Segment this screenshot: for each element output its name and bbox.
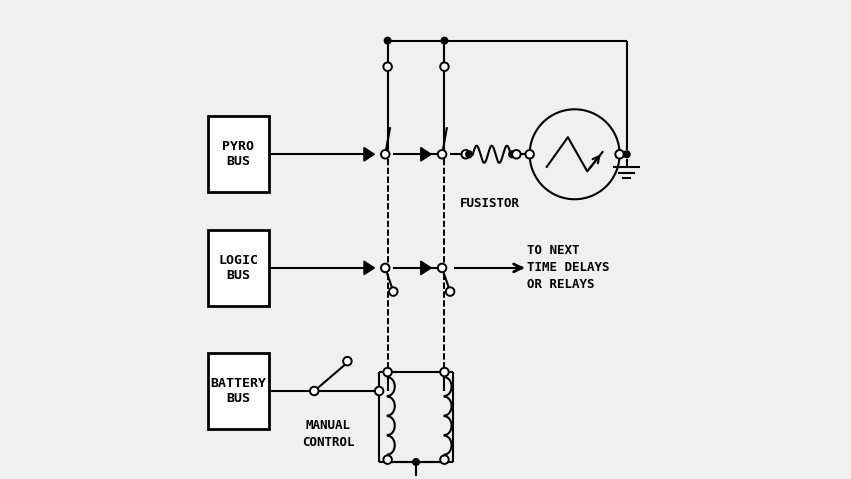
Circle shape	[525, 150, 534, 159]
Text: BATTERY
BUS: BATTERY BUS	[210, 377, 266, 405]
Circle shape	[446, 287, 454, 296]
Circle shape	[509, 151, 516, 158]
Circle shape	[381, 263, 390, 272]
Circle shape	[413, 459, 420, 465]
Circle shape	[383, 368, 391, 376]
Text: TO NEXT
TIME DELAYS
OR RELAYS: TO NEXT TIME DELAYS OR RELAYS	[528, 244, 610, 291]
Circle shape	[374, 387, 383, 395]
Circle shape	[440, 456, 448, 464]
Polygon shape	[420, 148, 431, 161]
Circle shape	[437, 263, 446, 272]
Circle shape	[440, 368, 448, 376]
Circle shape	[383, 456, 391, 464]
Circle shape	[310, 387, 318, 395]
Circle shape	[512, 150, 521, 159]
Circle shape	[437, 150, 446, 159]
FancyBboxPatch shape	[208, 353, 269, 429]
FancyBboxPatch shape	[208, 116, 269, 192]
Text: FUSISTOR: FUSISTOR	[460, 197, 519, 210]
Circle shape	[615, 150, 624, 159]
Circle shape	[385, 37, 391, 44]
Polygon shape	[364, 261, 374, 274]
Circle shape	[343, 357, 351, 365]
Circle shape	[383, 62, 391, 71]
Polygon shape	[420, 261, 431, 274]
Text: PYRO
BUS: PYRO BUS	[222, 140, 254, 168]
Circle shape	[381, 150, 390, 159]
Circle shape	[389, 287, 397, 296]
Circle shape	[441, 37, 448, 44]
Text: MANUAL
CONTROL: MANUAL CONTROL	[302, 420, 355, 449]
Text: LOGIC
BUS: LOGIC BUS	[219, 254, 259, 282]
Circle shape	[440, 62, 448, 71]
FancyBboxPatch shape	[208, 230, 269, 306]
Circle shape	[624, 151, 630, 158]
Circle shape	[465, 151, 472, 158]
Polygon shape	[364, 148, 374, 161]
Circle shape	[461, 150, 470, 159]
